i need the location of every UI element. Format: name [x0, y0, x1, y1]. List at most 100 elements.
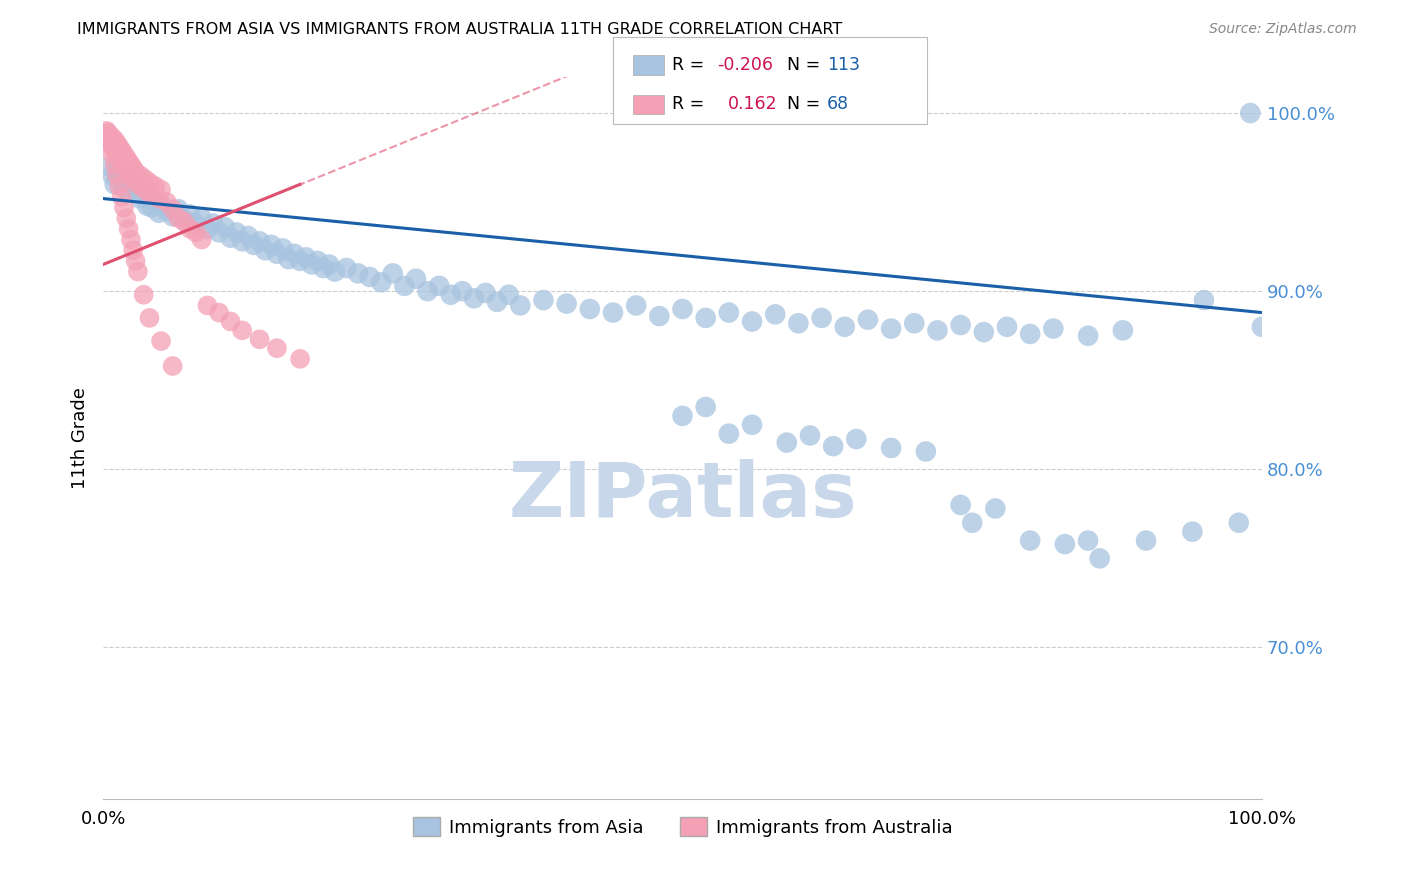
Point	[104, 158, 127, 172]
Point	[97, 160, 120, 174]
Point	[208, 305, 231, 319]
Point	[823, 439, 845, 453]
Point	[129, 169, 152, 183]
Point	[121, 169, 143, 183]
Point	[301, 257, 323, 271]
Point	[138, 176, 160, 190]
Point	[440, 287, 463, 301]
Point	[115, 174, 138, 188]
Point	[995, 319, 1018, 334]
Point	[156, 204, 179, 219]
Point	[202, 217, 225, 231]
Point	[98, 135, 121, 149]
Point	[307, 253, 329, 268]
Point	[162, 210, 184, 224]
Legend: Immigrants from Asia, Immigrants from Australia: Immigrants from Asia, Immigrants from Au…	[405, 810, 959, 844]
Text: -0.206: -0.206	[717, 56, 773, 74]
Point	[1019, 326, 1042, 341]
Point	[173, 213, 195, 227]
Text: ZIPatlas: ZIPatlas	[508, 458, 856, 533]
Point	[266, 247, 288, 261]
Point	[1077, 328, 1099, 343]
Point	[671, 301, 693, 316]
Point	[120, 158, 142, 172]
Point	[110, 153, 132, 167]
Point	[288, 253, 311, 268]
Point	[197, 222, 219, 236]
Point	[335, 260, 357, 275]
Point	[1077, 533, 1099, 548]
Point	[173, 215, 195, 229]
Point	[136, 199, 159, 213]
Text: 113: 113	[827, 56, 859, 74]
Point	[741, 314, 763, 328]
Point	[214, 220, 236, 235]
Point	[117, 154, 139, 169]
Point	[1053, 537, 1076, 551]
Point	[880, 441, 903, 455]
Point	[463, 291, 485, 305]
Point	[110, 172, 132, 186]
Point	[763, 307, 786, 321]
Point	[359, 269, 381, 284]
Point	[167, 202, 190, 217]
Point	[242, 238, 264, 252]
Point	[602, 305, 624, 319]
Text: Source: ZipAtlas.com: Source: ZipAtlas.com	[1209, 22, 1357, 37]
Point	[197, 298, 219, 312]
Point	[254, 244, 277, 258]
Point	[1181, 524, 1204, 539]
Point	[150, 183, 173, 197]
Point	[98, 136, 121, 151]
Point	[103, 142, 125, 156]
Point	[118, 167, 141, 181]
Point	[880, 321, 903, 335]
Point	[741, 417, 763, 432]
Point	[111, 190, 134, 204]
Point	[695, 400, 717, 414]
Point	[1088, 551, 1111, 566]
Point	[347, 266, 370, 280]
Point	[810, 310, 832, 325]
Point	[1192, 293, 1215, 307]
Point	[162, 359, 184, 373]
Point	[295, 251, 318, 265]
Point	[260, 238, 283, 252]
Point	[509, 298, 531, 312]
Point	[179, 222, 201, 236]
Point	[129, 192, 152, 206]
Point	[112, 147, 135, 161]
Point	[695, 310, 717, 325]
Text: R =: R =	[672, 95, 721, 113]
Point	[1135, 533, 1157, 548]
Text: 68: 68	[827, 95, 849, 113]
Point	[271, 242, 294, 256]
Point	[97, 128, 120, 142]
Point	[190, 233, 212, 247]
Point	[1227, 516, 1250, 530]
Point	[112, 201, 135, 215]
Text: N =: N =	[787, 95, 827, 113]
Point	[288, 351, 311, 366]
Point	[984, 501, 1007, 516]
Point	[105, 136, 128, 151]
Point	[101, 138, 124, 153]
Point	[104, 145, 127, 160]
Point	[555, 296, 578, 310]
Point	[219, 314, 242, 328]
Point	[150, 199, 173, 213]
Point	[100, 129, 122, 144]
Point	[112, 181, 135, 195]
Point	[184, 226, 207, 240]
Point	[132, 181, 155, 195]
Point	[236, 229, 259, 244]
Point	[104, 133, 127, 147]
Point	[150, 334, 173, 348]
Point	[143, 179, 166, 194]
Point	[141, 201, 163, 215]
Text: IMMIGRANTS FROM ASIA VS IMMIGRANTS FROM AUSTRALIA 11TH GRADE CORRELATION CHART: IMMIGRANTS FROM ASIA VS IMMIGRANTS FROM …	[77, 22, 842, 37]
Point	[124, 253, 146, 268]
Point	[624, 298, 647, 312]
Text: R =: R =	[672, 56, 710, 74]
Point	[148, 192, 170, 206]
